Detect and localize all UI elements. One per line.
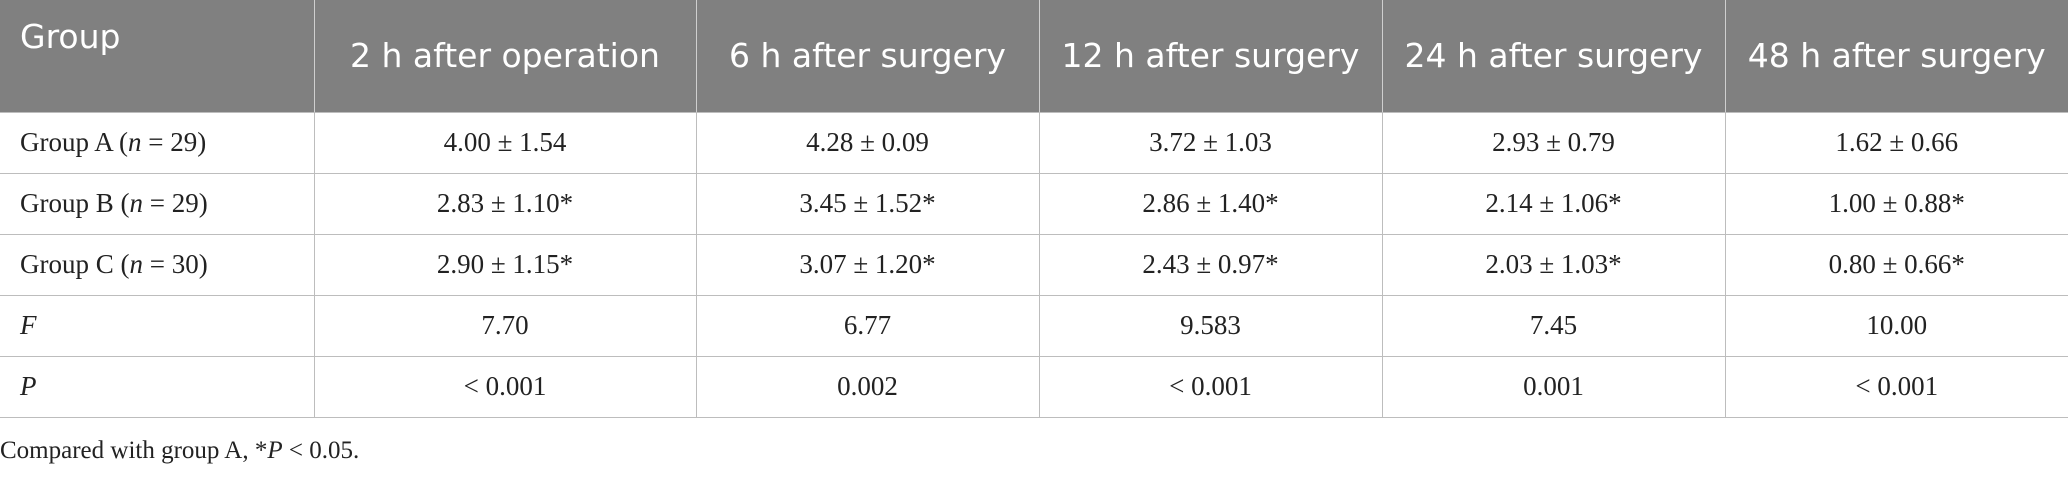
row-label: Group B (n = 29)	[0, 172, 315, 235]
table-row: Group A (n = 29) 4.00 ± 1.54 4.28 ± 0.09…	[0, 111, 2068, 174]
table-cell: < 0.001	[1724, 355, 2068, 418]
table-cell: 10.00	[1724, 294, 2068, 357]
header-group: Group	[0, 0, 315, 113]
row-label: P	[0, 355, 315, 418]
table-cell: 7.70	[313, 294, 697, 357]
table-row: Group B (n = 29) 2.83 ± 1.10* 3.45 ± 1.5…	[0, 172, 2068, 235]
table-cell: 7.45	[1381, 294, 1726, 357]
table-cell: 1.00 ± 0.88*	[1724, 172, 2068, 235]
table-row: P < 0.001 0.002 < 0.001 0.001 < 0.001	[0, 355, 2068, 418]
table-cell: 3.07 ± 1.20*	[695, 233, 1040, 296]
table-cell: 0.80 ± 0.66*	[1724, 233, 2068, 296]
table-cell: < 0.001	[1038, 355, 1383, 418]
table-cell: 2.83 ± 1.10*	[313, 172, 697, 235]
header-12h-label: 12 h after surgery	[1061, 35, 1360, 75]
table-footnote: Compared with group A, *P < 0.05.	[0, 437, 360, 464]
table-cell: 2.43 ± 0.97*	[1038, 233, 1383, 296]
table-cell: 0.002	[695, 355, 1040, 418]
table-cell: < 0.001	[313, 355, 697, 418]
table-cell: 2.90 ± 1.15*	[313, 233, 697, 296]
row-label: Group C (n = 30)	[0, 233, 315, 296]
table-cell: 2.03 ± 1.03*	[1381, 233, 1726, 296]
table-cell: 0.001	[1381, 355, 1726, 418]
table-row: Group C (n = 30) 2.90 ± 1.15* 3.07 ± 1.2…	[0, 233, 2068, 296]
data-table-container: Group 2 h after operation 6 h after surg…	[0, 0, 2068, 418]
table-cell: 6.77	[695, 294, 1040, 357]
row-label: Group A (n = 29)	[0, 111, 315, 174]
table-cell: 3.72 ± 1.03	[1038, 111, 1383, 174]
table-cell: 2.86 ± 1.40*	[1038, 172, 1383, 235]
table-cell: 4.00 ± 1.54	[313, 111, 697, 174]
table-cell: 3.45 ± 1.52*	[695, 172, 1040, 235]
header-48h: 48 h after surgery	[1724, 0, 2068, 113]
table-row: F 7.70 6.77 9.583 7.45 10.00	[0, 294, 2068, 357]
table-cell: 2.93 ± 0.79	[1381, 111, 1726, 174]
header-2h-label: 2 h after operation	[350, 35, 660, 75]
header-12h: 12 h after surgery	[1038, 0, 1383, 113]
header-2h: 2 h after operation	[313, 0, 697, 113]
table-header-row: Group 2 h after operation 6 h after surg…	[0, 0, 2068, 113]
header-6h-label: 6 h after surgery	[729, 35, 1006, 75]
table-cell: 4.28 ± 0.09	[695, 111, 1040, 174]
header-6h: 6 h after surgery	[695, 0, 1040, 113]
table-cell: 9.583	[1038, 294, 1383, 357]
table-cell: 2.14 ± 1.06*	[1381, 172, 1726, 235]
table-cell: 1.62 ± 0.66	[1724, 111, 2068, 174]
header-24h: 24 h after surgery	[1381, 0, 1726, 113]
results-table: Group 2 h after operation 6 h after surg…	[0, 0, 2068, 418]
row-label: F	[0, 294, 315, 357]
